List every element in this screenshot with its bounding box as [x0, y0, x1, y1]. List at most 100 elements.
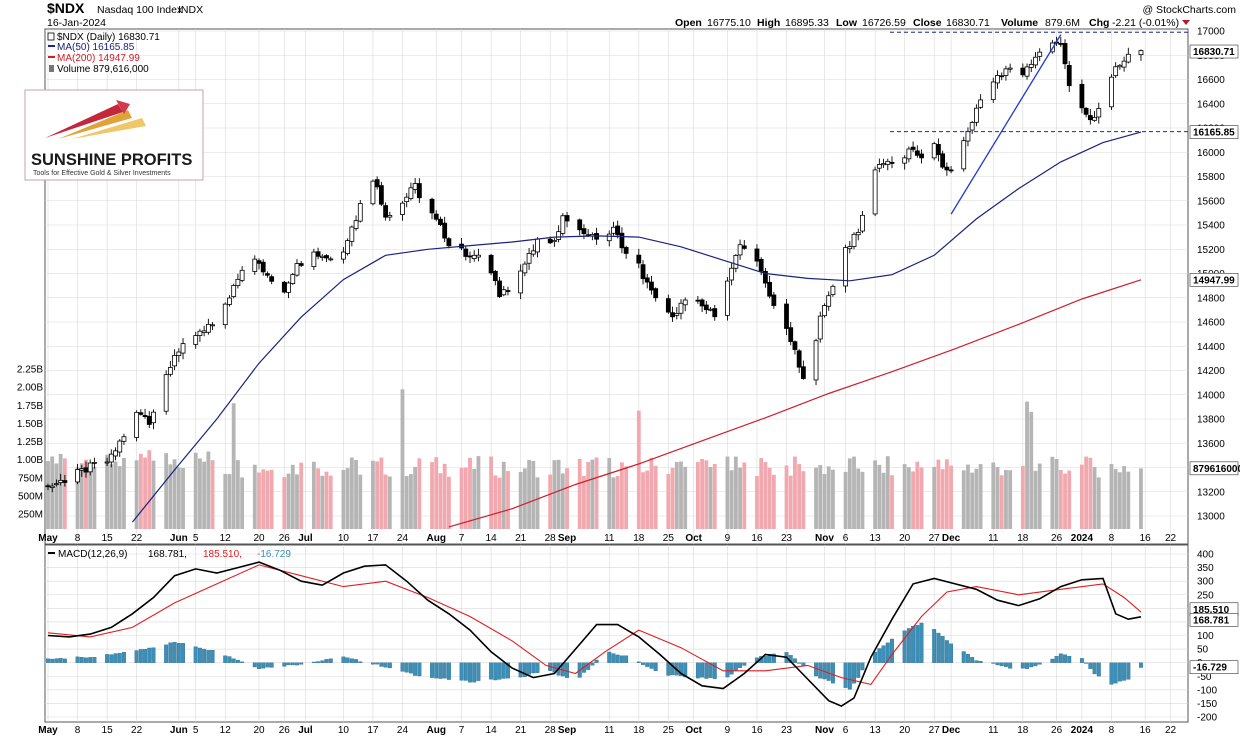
candle-up: [239, 269, 245, 281]
candle-up: [1037, 51, 1043, 57]
x-axis-label: 23: [781, 533, 793, 544]
macd-histogram-bar: [1050, 658, 1055, 663]
grid-lines: [45, 29, 1188, 722]
candle-down: [889, 162, 895, 164]
macd-x-axis-label: 17: [367, 725, 379, 736]
candle-up: [227, 297, 232, 305]
candle-down: [433, 213, 439, 220]
volume-bar-down: [936, 459, 941, 529]
candle-up: [172, 355, 178, 367]
volume-bar-up: [92, 466, 97, 529]
macd-tick-label: 300: [1197, 577, 1214, 588]
chg-value: -2.21 (-0.01%): [1112, 17, 1179, 29]
x-axis-label: 18: [1017, 533, 1029, 544]
legend-ma200: MA(200) 14947.99: [57, 53, 140, 64]
macd-line: [47, 561, 1142, 708]
x-axis-label: 10: [338, 533, 350, 544]
candle-up: [311, 251, 317, 268]
volume-bar-up: [1092, 467, 1097, 529]
macd-histogram-bar: [725, 662, 730, 678]
macd-histogram-bar: [501, 662, 506, 679]
volume-bar-up: [683, 466, 688, 529]
hist-value-tag: -16.729: [1189, 660, 1239, 675]
volume-bar-up: [814, 467, 818, 529]
volume-bar-up: [134, 460, 139, 529]
macd-histogram-bar: [729, 662, 734, 675]
candle-down: [265, 273, 270, 276]
candle-up: [58, 479, 64, 483]
candle-up: [167, 367, 173, 375]
volume-tick-label: 500M: [18, 491, 43, 502]
candle-down: [619, 232, 625, 249]
volume-bar-up: [856, 468, 861, 529]
x-axis-label: Jul: [298, 533, 313, 544]
volume-bar-down: [788, 475, 793, 529]
candle-up: [733, 255, 739, 269]
volume-bar-down: [670, 467, 675, 529]
candle-up: [969, 122, 975, 131]
macd-histogram-bar: [223, 655, 228, 663]
candle-down: [936, 144, 941, 156]
price-legend: $NDX (Daily) 16830.71 MA(50) 16165.85 MA…: [47, 32, 160, 75]
volume-bar-up: [320, 475, 325, 529]
macd-histogram-bar: [611, 653, 616, 663]
macd-histogram-bar: [387, 662, 392, 669]
candle-up: [252, 258, 258, 272]
macd-histogram-bar: [843, 662, 848, 688]
candle-down: [269, 276, 275, 282]
candle-up: [1113, 66, 1119, 77]
volume-bar-down: [1067, 470, 1072, 529]
volume-bar-up: [113, 461, 118, 529]
volume-bar-down: [586, 462, 591, 529]
macd-tick-label: 50: [1197, 645, 1209, 656]
x-axis-label: 22: [1165, 533, 1177, 544]
candle-up: [822, 305, 827, 317]
volume-bar-up: [176, 467, 181, 529]
volume-bar-down: [1058, 470, 1063, 529]
macd-histogram-bar: [295, 662, 299, 666]
volume-bar-down: [793, 456, 797, 529]
x-axis-label: 24: [397, 533, 409, 544]
x-axis-label: 25: [663, 533, 675, 544]
macd-histogram-bar: [210, 650, 215, 663]
candle-down: [488, 254, 494, 274]
macd-x-axis-label: 15: [102, 725, 114, 736]
price-tick-label: 15800: [1197, 172, 1225, 183]
macd-histogram-bar: [227, 656, 232, 663]
macd-histogram-bar: [370, 662, 375, 665]
macd-signal-line: [47, 564, 1142, 686]
volume-bar-down: [620, 462, 624, 529]
macd-x-axis-label: 8: [1109, 725, 1115, 736]
macd-histogram-bar: [404, 662, 409, 673]
candle-up: [54, 483, 59, 486]
macd-histogram-bar: [978, 661, 983, 663]
macd-x-axis-label: 22: [131, 725, 143, 736]
x-axis-label: Dec: [942, 533, 961, 544]
price-tick-label: 14200: [1197, 366, 1225, 377]
macd-histogram-bar: [670, 662, 675, 676]
volume-bar-up: [991, 462, 996, 529]
candle-up: [830, 285, 836, 296]
macd-histogram-bar: [624, 655, 629, 663]
macd-x-axis-label: 26: [279, 725, 291, 736]
candle-down: [910, 146, 916, 150]
price-tick-label: 15400: [1197, 221, 1225, 232]
candle-down: [615, 225, 621, 236]
candle-up: [522, 263, 528, 274]
price-tick-label: 14400: [1197, 342, 1225, 353]
volume-bar-up: [105, 454, 109, 529]
macd-histogram-bar: [797, 662, 802, 664]
macd-histogram-bar: [826, 662, 831, 681]
candle-up: [286, 282, 291, 293]
macd-histogram-bar: [434, 662, 439, 679]
macd-histogram-bar: [172, 642, 177, 663]
candle-up: [708, 308, 713, 311]
volume-bar-down: [138, 453, 143, 529]
macd-x-axis-label: 5: [193, 725, 199, 736]
volume-bar-up: [358, 474, 363, 529]
candle-up: [1121, 60, 1127, 68]
candle-up: [319, 255, 325, 258]
candle-up: [1033, 56, 1038, 66]
macd-histogram-bar: [328, 658, 333, 663]
volume-bar-down: [269, 469, 274, 529]
